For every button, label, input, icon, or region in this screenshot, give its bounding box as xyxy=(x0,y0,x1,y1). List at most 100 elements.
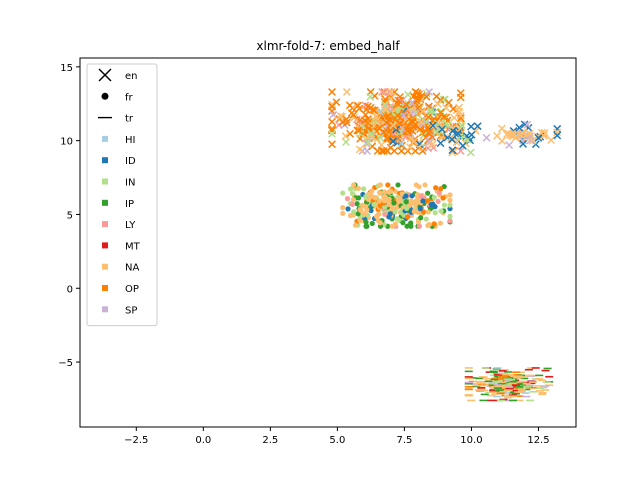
data-point-x xyxy=(389,121,398,130)
data-point-dot xyxy=(425,209,431,215)
data-point-x xyxy=(389,137,397,146)
data-point-x xyxy=(425,88,434,96)
data-point-x xyxy=(436,121,445,129)
legend-swatch-IP xyxy=(102,199,108,206)
cluster-lower xyxy=(464,367,554,402)
data-point-dot xyxy=(400,220,406,226)
data-point-dot xyxy=(415,219,421,225)
data-point-dot xyxy=(403,193,409,199)
data-point-dot xyxy=(425,190,431,196)
legend-label-IN: IN xyxy=(125,178,135,189)
data-point-dot xyxy=(371,201,377,208)
data-point-x xyxy=(377,141,386,149)
data-point-x xyxy=(342,115,351,124)
y-tick-label: 0 xyxy=(67,284,73,295)
data-point-x xyxy=(404,90,412,99)
data-point-x xyxy=(397,141,406,150)
legend-swatch-NA xyxy=(102,263,108,270)
data-point-x xyxy=(553,128,562,137)
data-point-dot xyxy=(447,218,453,224)
legend-swatch-SP xyxy=(102,306,108,313)
data-point-x xyxy=(436,108,445,117)
data-point-dot xyxy=(344,196,351,202)
data-point-dot xyxy=(418,215,424,221)
data-point-dot xyxy=(424,198,430,204)
data-point-x xyxy=(416,125,425,134)
data-point-dot xyxy=(352,222,358,228)
data-point-x xyxy=(497,124,506,133)
legend-label-IP: IP xyxy=(125,199,134,210)
data-point-x xyxy=(424,113,433,121)
data-point-dot xyxy=(423,216,429,222)
data-point-x xyxy=(328,102,336,111)
data-point-dot xyxy=(361,186,367,192)
data-point-x xyxy=(394,134,403,143)
data-point-x xyxy=(547,136,555,145)
data-point-x xyxy=(457,121,466,129)
data-point-dot xyxy=(381,189,388,195)
legend-label-tr: tr xyxy=(125,114,134,125)
data-point-x xyxy=(353,101,362,110)
legend-swatch-OP xyxy=(102,285,108,291)
data-point-x xyxy=(411,88,420,96)
data-point-x xyxy=(452,138,461,147)
data-point-dot xyxy=(377,182,383,188)
data-point-x xyxy=(328,100,336,109)
data-point-x xyxy=(352,101,361,109)
legend-marker-en xyxy=(98,68,112,82)
data-point-dot xyxy=(436,190,442,196)
x-tick-label: 7.5 xyxy=(396,435,412,446)
data-point-dot xyxy=(362,211,368,217)
legend: en fr tr HI ID IN IP LY MT NA OP SP xyxy=(86,63,158,327)
data-point-dot xyxy=(385,182,391,188)
data-point-dot xyxy=(447,213,453,219)
legend-label-fr: fr xyxy=(125,92,134,103)
data-point-dot xyxy=(377,190,383,196)
data-point-dot xyxy=(349,191,356,197)
data-point-dot xyxy=(362,203,369,210)
data-point-x xyxy=(403,123,411,132)
legend-label-NA: NA xyxy=(125,263,139,274)
data-point-x xyxy=(428,140,437,149)
data-point-x xyxy=(455,107,464,116)
data-point-dot xyxy=(440,195,446,201)
data-point-x xyxy=(397,139,406,148)
data-point-x xyxy=(376,133,384,142)
data-point-x xyxy=(467,130,476,139)
legend-box xyxy=(86,63,158,327)
data-point-x xyxy=(534,133,543,142)
data-point-dot xyxy=(403,198,409,205)
legend-label-en: en xyxy=(125,71,138,82)
data-point-x xyxy=(377,147,386,155)
data-point-x xyxy=(364,138,373,146)
data-point-x xyxy=(519,139,527,148)
data-point-x xyxy=(456,93,465,102)
data-point-x xyxy=(328,88,336,96)
data-point-dot xyxy=(416,223,422,229)
data-point-x xyxy=(394,100,403,109)
data-point-dot xyxy=(358,207,364,214)
data-point-x xyxy=(406,143,414,152)
data-point-dot xyxy=(420,198,426,204)
data-point-dot xyxy=(345,206,351,212)
data-point-x xyxy=(426,108,435,117)
data-point-dot xyxy=(386,189,392,195)
data-point-x xyxy=(434,100,442,108)
data-point-x xyxy=(342,88,351,96)
data-point-dot xyxy=(382,194,388,200)
data-point-dot xyxy=(376,211,382,217)
data-point-x xyxy=(436,139,445,148)
y-tick-label: 15 xyxy=(60,63,73,74)
data-point-x xyxy=(449,104,458,113)
data-point-x xyxy=(342,138,350,147)
x-tick-label: −2.5 xyxy=(124,435,148,446)
data-point-x xyxy=(366,93,375,101)
y-tick-label: 5 xyxy=(67,210,73,221)
data-point-x xyxy=(355,145,364,154)
legend-swatch-IN xyxy=(102,178,108,185)
data-point-dot xyxy=(397,196,403,202)
data-point-x xyxy=(509,132,518,141)
data-point-dot xyxy=(381,198,388,204)
data-point-x xyxy=(408,98,416,107)
data-point-dot xyxy=(368,207,374,214)
